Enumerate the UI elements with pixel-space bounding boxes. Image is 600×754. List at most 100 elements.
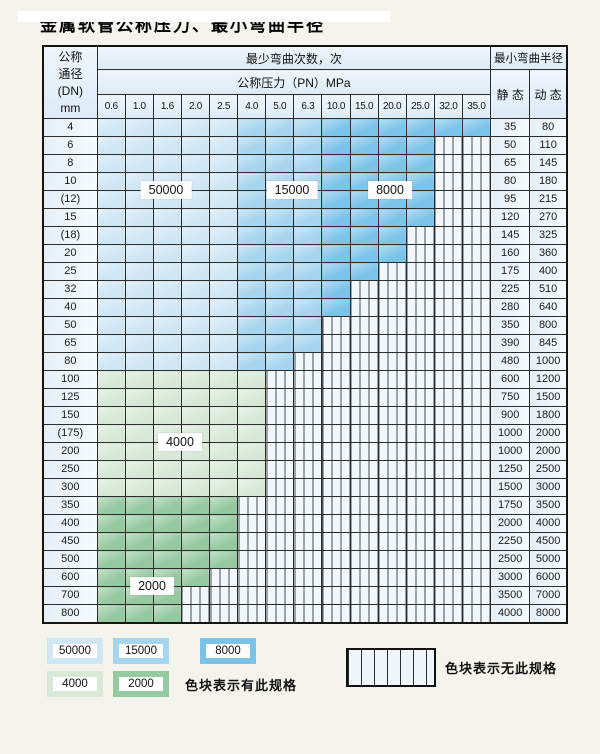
spec-cell-available <box>237 262 267 281</box>
spec-cell-available <box>209 280 239 299</box>
legend-no-spec-text: 色块表示无此规格 <box>445 661 558 676</box>
spec-cell-unavailable <box>265 370 295 389</box>
spec-cell-available <box>209 334 239 353</box>
spec-cell-available <box>96 244 126 263</box>
spec-cell-available <box>152 208 182 227</box>
static-column-header: 静 态 <box>490 69 531 119</box>
spec-cell-unavailable <box>293 514 323 533</box>
table-row: 250 1250 2500 <box>42 460 568 479</box>
spec-cell-available <box>96 190 126 209</box>
spec-cell-unavailable <box>433 136 463 155</box>
spec-cell-available <box>180 532 211 551</box>
spec-cell-available <box>96 550 126 569</box>
static-radius-value: 35 <box>490 118 531 137</box>
spec-cell-available <box>124 280 154 299</box>
spec-cell-unavailable <box>349 460 379 479</box>
spec-cell-available <box>237 208 267 227</box>
spec-cell-available <box>124 532 154 551</box>
spec-cell-available <box>405 172 435 191</box>
table-row: 80 480 1000 <box>42 352 568 371</box>
spec-cell-available <box>209 136 239 155</box>
spec-cell-available <box>124 316 154 335</box>
spec-cell-available <box>237 298 267 317</box>
spec-cell-unavailable <box>349 406 379 425</box>
table-row: 32 225 510 <box>42 280 568 299</box>
spec-cell-unavailable <box>433 262 463 281</box>
spec-cell-unavailable <box>461 172 492 191</box>
dn-value: 4 <box>42 118 98 137</box>
spec-cell-unavailable <box>461 388 492 407</box>
spec-cell-available <box>96 442 126 461</box>
spec-cell-available <box>124 388 154 407</box>
spec-cell-available <box>180 496 211 515</box>
spec-cell-unavailable <box>237 514 267 533</box>
spec-cell-unavailable <box>377 532 407 551</box>
spec-cell-available <box>124 208 154 227</box>
spec-cell-unavailable <box>461 136 492 155</box>
spec-cell-available <box>265 154 295 173</box>
spec-cell-available <box>152 316 182 335</box>
dn-column-header: 公称 通径 (DN) mm <box>42 45 98 119</box>
spec-cell-available <box>96 460 126 479</box>
spec-cell-unavailable <box>433 154 463 173</box>
spec-cell-available <box>180 298 211 317</box>
legend-swatch-label: 50000 <box>59 645 91 657</box>
spec-cell-available <box>321 154 351 173</box>
spec-cell-unavailable <box>321 460 351 479</box>
spec-cell-available <box>96 262 126 281</box>
spec-cell-unavailable <box>349 532 379 551</box>
spec-cell-unavailable <box>293 370 323 389</box>
spec-cell-available <box>124 514 154 533</box>
spec-cell-unavailable <box>321 532 351 551</box>
spec-cell-unavailable <box>293 406 323 425</box>
spec-cell-available <box>293 226 323 245</box>
spec-cell-unavailable <box>321 514 351 533</box>
spec-cell-unavailable <box>433 424 463 443</box>
spec-cell-unavailable <box>377 586 407 605</box>
spec-cell-available <box>293 154 323 173</box>
spec-cell-available <box>321 172 351 191</box>
spec-table-wrap: 公称 通径 (DN) mm 最少弯曲次数，次 最小弯曲半径 公称压力（PN）MP… <box>42 45 569 624</box>
spec-cell-available <box>124 424 154 443</box>
spec-cell-unavailable <box>349 478 379 497</box>
spec-cell-unavailable <box>377 568 407 587</box>
spec-cell-available <box>152 262 182 281</box>
pressure-tick: 1.0 <box>124 94 154 119</box>
spec-cell-unavailable <box>237 496 267 515</box>
spec-cell-available <box>96 496 126 515</box>
static-radius-value: 3000 <box>490 568 531 587</box>
spec-cell-unavailable <box>349 388 379 407</box>
spec-cell-available <box>209 370 239 389</box>
spec-cell-unavailable <box>461 586 492 605</box>
spec-cell-unavailable <box>433 496 463 515</box>
spec-cell-unavailable <box>461 478 492 497</box>
spec-cell-unavailable <box>237 550 267 569</box>
spec-cell-unavailable <box>405 406 435 425</box>
dn-value: 500 <box>42 550 98 569</box>
spec-cell-available <box>152 370 182 389</box>
spec-cell-unavailable <box>461 604 492 624</box>
dynamic-radius-value: 145 <box>529 154 568 173</box>
spec-cell-available <box>237 136 267 155</box>
dn-value: 6 <box>42 136 98 155</box>
spec-cell-available <box>209 172 239 191</box>
table-row: 40 280 640 <box>42 298 568 317</box>
spec-cell-available <box>377 154 407 173</box>
spec-cell-available <box>124 478 154 497</box>
spec-cell-available <box>265 226 295 245</box>
spec-cell-available <box>152 406 182 425</box>
spec-cell-available <box>405 136 435 155</box>
spec-cell-unavailable <box>265 514 295 533</box>
dynamic-radius-value: 2000 <box>529 442 568 461</box>
spec-cell-unavailable <box>349 298 379 317</box>
spec-cell-unavailable <box>349 316 379 335</box>
spec-cell-available <box>152 514 182 533</box>
static-radius-value: 2000 <box>490 514 531 533</box>
spec-cell-unavailable <box>405 496 435 515</box>
dn-value: 800 <box>42 604 98 624</box>
spec-cell-available <box>152 154 182 173</box>
spec-cell-unavailable <box>349 442 379 461</box>
spec-cell-unavailable <box>433 550 463 569</box>
legend-left-block: 50000 15000 8000 4000 2000 色块表示有此规格 <box>47 638 297 697</box>
spec-cell-available <box>124 244 154 263</box>
